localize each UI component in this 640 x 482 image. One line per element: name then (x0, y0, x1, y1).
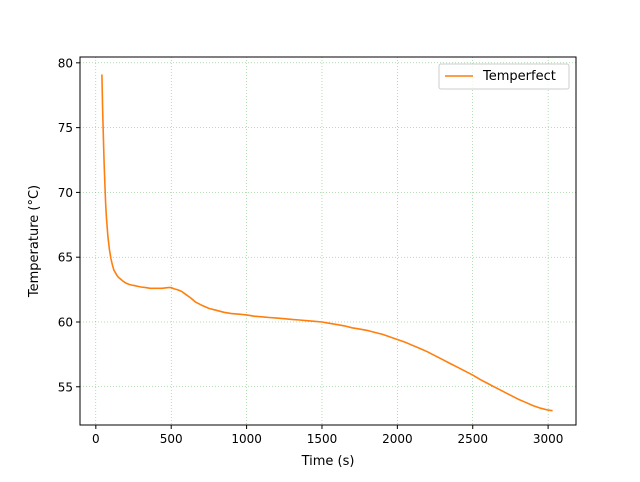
y-axis-label: Temperature (°C) (27, 185, 42, 298)
y-tick-label: 80 (58, 56, 73, 70)
legend-label-temperfect: Temperfect (482, 69, 556, 84)
series-layer (101, 74, 553, 412)
y-tick-label: 75 (58, 121, 73, 135)
ticks-layer: 0 500 1000 1500 2000 2500 3000 55 60 65 70 75 80 (58, 56, 564, 446)
x-axis-label: Time (s) (301, 454, 355, 469)
y-tick-label: 55 (58, 380, 73, 394)
grid-layer (80, 57, 576, 425)
x-tick-label: 1500 (307, 432, 338, 446)
x-tick-label: 1000 (231, 432, 262, 446)
legend: Temperfect (438, 63, 570, 90)
x-tick-label: 500 (160, 432, 183, 446)
legend-box (438, 63, 570, 90)
axes-frame (79, 56, 577, 426)
x-tick-label: 3000 (533, 432, 564, 446)
series-line-temperfect (101, 74, 553, 412)
x-tick-label: 2000 (382, 432, 413, 446)
y-tick-label: 65 (58, 251, 73, 265)
y-tick-label: 60 (58, 315, 73, 329)
x-tick-label: 2500 (457, 432, 488, 446)
y-tick-label: 70 (58, 186, 73, 200)
x-tick-label: 0 (92, 432, 100, 446)
